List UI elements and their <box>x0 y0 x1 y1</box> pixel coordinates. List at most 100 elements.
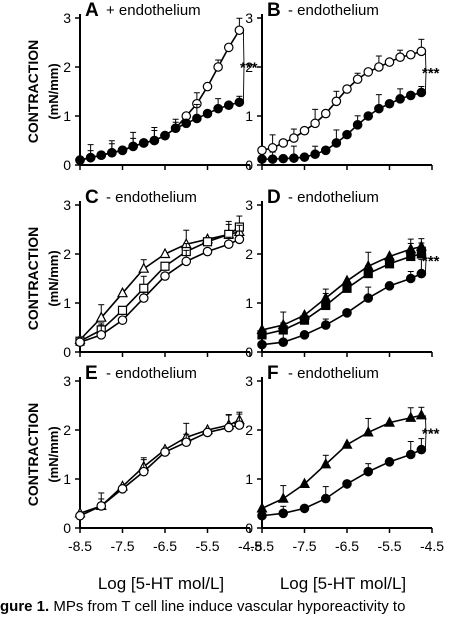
data-point <box>75 510 85 521</box>
panel-title: - endothelium <box>288 365 379 382</box>
data-point <box>405 273 416 284</box>
data-point <box>234 97 245 108</box>
data-point <box>289 153 299 163</box>
data-point <box>117 305 128 315</box>
data-point <box>75 337 85 347</box>
data-point <box>320 493 331 504</box>
data-point <box>257 510 267 521</box>
data-point <box>192 113 202 124</box>
data-point <box>257 154 267 164</box>
data-point <box>117 483 128 494</box>
series-line <box>79 101 240 161</box>
x-tick-label: -5.5 <box>377 538 401 554</box>
series-line <box>261 50 422 152</box>
y-tick-label: 2 <box>245 246 253 262</box>
series <box>75 95 245 165</box>
data-point <box>342 307 352 318</box>
series <box>257 242 426 340</box>
data-point <box>138 293 149 303</box>
data-point <box>202 81 213 92</box>
data-point <box>202 427 213 438</box>
data-point <box>160 447 170 457</box>
data-point <box>96 501 107 511</box>
y-tick-label: 3 <box>245 373 253 389</box>
panel-letter: A <box>85 0 99 21</box>
panel-title: - endothelium <box>288 189 379 206</box>
bracket-line <box>424 415 427 433</box>
y-tick-label: 2 <box>245 59 253 75</box>
data-point <box>138 138 149 148</box>
y-tick-label: 3 <box>245 197 253 213</box>
data-point <box>278 337 289 347</box>
x-tick-label: -7.5 <box>110 538 134 554</box>
data-point <box>138 466 149 477</box>
x-axis-label: Log [5-HT mol/L] <box>280 574 406 593</box>
data-point <box>213 62 223 72</box>
data-point <box>223 42 234 53</box>
data-point <box>278 508 289 519</box>
data-point <box>181 437 192 448</box>
series <box>257 85 427 164</box>
data-point <box>362 426 374 437</box>
data-point <box>257 339 267 350</box>
series-line <box>261 414 422 510</box>
significance-marker: *** <box>422 425 440 442</box>
series <box>256 238 427 335</box>
figure-caption: gure 1. MPs from T cell line induce vasc… <box>0 598 474 620</box>
data-point <box>352 120 363 130</box>
bracket-line <box>424 260 427 274</box>
x-tick-label: -6.5 <box>153 538 177 554</box>
data-point <box>223 100 234 111</box>
bracket-line <box>424 51 427 72</box>
series <box>257 259 427 350</box>
data-point <box>213 103 223 114</box>
data-point <box>160 261 170 271</box>
data-point <box>202 237 213 247</box>
data-point <box>223 422 234 433</box>
x-axis-label: Log [5-HT mol/L] <box>98 574 224 593</box>
x-tick-label: -6.5 <box>335 538 359 554</box>
data-point <box>384 259 395 269</box>
data-point <box>234 234 245 245</box>
y-axis-unit: (mN/mm) <box>46 63 61 119</box>
data-point <box>234 25 245 36</box>
data-point <box>374 103 384 114</box>
data-point <box>331 96 342 107</box>
data-point <box>395 94 405 104</box>
caption-label: gure 1. <box>0 598 50 615</box>
data-point <box>384 416 395 427</box>
data-point <box>202 246 213 257</box>
data-point <box>299 503 310 514</box>
data-point <box>128 141 138 152</box>
bracket-line <box>242 30 245 67</box>
data-point <box>374 62 384 72</box>
data-point <box>416 444 427 455</box>
y-tick-label: 1 <box>245 471 253 487</box>
data-point <box>416 46 427 57</box>
x-tick-label: -4.5 <box>238 538 262 554</box>
x-tick-label: -7.5 <box>292 538 316 554</box>
panel-b: 0 1 2 3 B - endothelium *** <box>245 0 439 173</box>
series <box>75 224 245 347</box>
series-line <box>79 226 240 342</box>
bracket-line <box>424 71 427 93</box>
significance-marker: *** <box>422 65 440 82</box>
data-point <box>341 274 353 286</box>
data-point <box>395 52 405 62</box>
data-point <box>384 457 395 467</box>
data-point <box>289 133 299 143</box>
data-point <box>363 269 373 279</box>
y-tick-label: 2 <box>63 246 71 262</box>
panel-e: 0 1 2 3 -8.5 -7.5 -6.5 -5.5 -4.5 E - endothelium <box>63 363 262 554</box>
panel-letter: B <box>267 0 281 21</box>
data-point <box>160 130 170 141</box>
data-point <box>267 154 278 164</box>
data-point <box>117 145 128 156</box>
data-point <box>299 315 310 325</box>
data-point <box>139 283 149 293</box>
data-point <box>181 256 192 267</box>
data-point <box>363 67 374 77</box>
data-point <box>96 330 107 340</box>
data-point <box>170 123 181 134</box>
y-tick-label: 1 <box>63 295 71 311</box>
